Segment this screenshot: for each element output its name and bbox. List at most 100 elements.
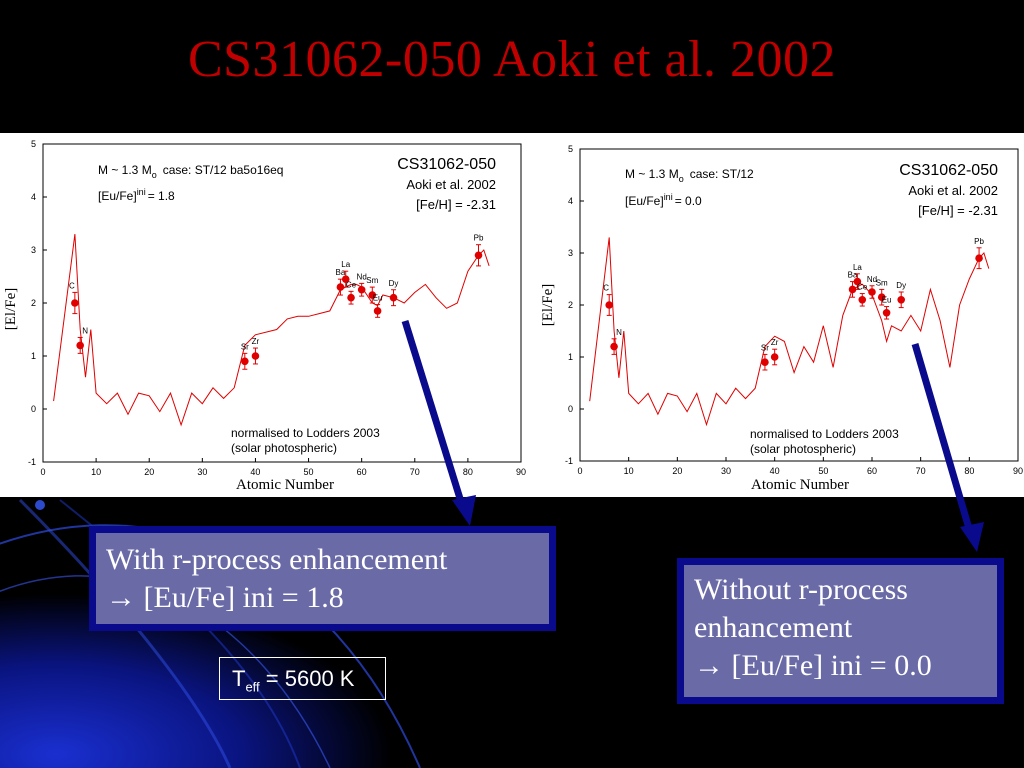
feh-text: [Fe/H] = -2.31 — [918, 203, 998, 218]
element-label: Sm — [876, 278, 888, 287]
x-tick-label: 20 — [672, 466, 682, 476]
chart-left: 0 10 20 30 40 50 60 70 80 90 -1 0 1 2 3 4 5 [El/Fe] Atom… — [3, 139, 526, 493]
y-tick-label: 0 — [568, 404, 573, 414]
x-tick-label: 0 — [40, 467, 45, 477]
star-name: CS31062-050 — [397, 156, 496, 173]
obs-point-ba — [336, 283, 345, 291]
y-tick-label: -1 — [28, 457, 36, 467]
element-label: Pb — [974, 237, 984, 246]
x-tick-label: 60 — [357, 467, 367, 477]
element-label: Sr — [241, 342, 249, 351]
obs-point-la — [853, 277, 862, 286]
element-label: Sm — [366, 276, 378, 285]
obs-point-dy — [389, 293, 398, 302]
y-tick-label: 2 — [31, 298, 36, 308]
y-axis-label: [El/Fe] — [540, 284, 556, 327]
y-tick-label: 5 — [31, 139, 36, 149]
chart-panel-left: 0 10 20 30 40 50 60 70 80 90 -1 0 1 2 3 4 5 [El/Fe] Atom… — [0, 133, 537, 497]
x-tick-label: 30 — [721, 466, 731, 476]
element-label: Eu — [373, 294, 383, 303]
x-tick-label: 50 — [304, 467, 314, 477]
obs-point-zr — [770, 353, 779, 361]
obs-point-ce — [347, 293, 355, 302]
element-label: Zr — [771, 338, 779, 347]
element-label: Eu — [882, 296, 892, 305]
x-axis-label: Atomic Number — [751, 477, 849, 493]
callout-without-r-process: Without r-process enhancement → [Eu/Fe] … — [677, 558, 1004, 704]
obs-point-eu — [882, 309, 891, 317]
element-label: Dy — [389, 279, 399, 288]
y-tick-label: 5 — [568, 144, 573, 154]
obs-point-pb — [975, 254, 983, 262]
normalisation-subtext: (solar photospheric) — [231, 441, 337, 455]
element-label: Ba — [848, 271, 858, 280]
callout-line: Without r-process — [694, 573, 908, 606]
obs-point-sm — [368, 291, 377, 299]
y-tick-label: 4 — [568, 196, 573, 206]
x-tick-label: 60 — [867, 466, 877, 476]
y-tick-label: 0 — [31, 404, 36, 414]
obs-point-nd — [357, 285, 366, 294]
obs-point-ce — [858, 296, 867, 304]
x-tick-label: 10 — [624, 466, 634, 476]
element-label: N — [616, 328, 622, 337]
x-tick-label: 40 — [770, 466, 780, 476]
y-tick-label: 2 — [568, 300, 573, 310]
x-tick-label: 90 — [516, 467, 526, 477]
obs-point-zr — [251, 352, 260, 360]
obs-point-sr — [241, 357, 249, 366]
element-label: Ba — [336, 268, 346, 277]
reference-text: Aoki et al. 2002 — [908, 183, 998, 198]
y-tick-label: -1 — [565, 456, 573, 466]
x-tick-label: 80 — [463, 467, 473, 477]
x-tick-label: 30 — [197, 467, 207, 477]
x-tick-label: 10 — [91, 467, 101, 477]
teff-label: Teff = 5600 K — [219, 657, 386, 700]
element-label: La — [853, 263, 862, 272]
element-label: N — [82, 326, 88, 335]
obs-point-n — [76, 341, 84, 350]
x-axis-label: Atomic Number — [236, 477, 334, 493]
element-label: Nd — [357, 272, 367, 281]
y-tick-label: 1 — [568, 352, 573, 362]
model-mass-text: M ~ 1.3 Mo case: ST/12 — [625, 167, 754, 184]
y-tick-label: 1 — [31, 351, 36, 361]
obs-point-c — [71, 299, 79, 307]
element-label: Sr — [761, 343, 769, 352]
obs-point-sr — [761, 358, 769, 366]
element-label: Pb — [474, 234, 484, 243]
obs-point-eu — [373, 307, 382, 315]
y-tick-label: 3 — [568, 248, 573, 258]
callout-line: With r-process enhancement — [106, 543, 448, 576]
feh-text: [Fe/H] = -2.31 — [416, 197, 496, 212]
normalisation-text: normalised to Lodders 2003 — [231, 426, 380, 440]
element-label: Ce — [857, 283, 868, 292]
element-label: Dy — [896, 281, 906, 290]
slide-title: CS31062-050 Aoki et al. 2002 — [187, 31, 837, 88]
element-label: C — [603, 284, 609, 293]
x-tick-label: 80 — [964, 466, 974, 476]
element-label: La — [341, 260, 350, 269]
chart-right: 0 10 20 30 40 50 60 70 80 90 -1 0 1 2 3 4 5 [El/Fe] Atom… — [540, 144, 1023, 493]
normalisation-text: normalised to Lodders 2003 — [750, 427, 899, 441]
element-label: C — [69, 281, 75, 290]
element-label: Nd — [867, 275, 877, 284]
x-tick-label: 70 — [916, 466, 926, 476]
reference-text: Aoki et al. 2002 — [406, 177, 496, 192]
y-tick-label: 4 — [31, 192, 36, 202]
callout-line: enhancement — [694, 611, 853, 644]
x-tick-label: 70 — [410, 467, 420, 477]
obs-point-sm — [877, 293, 886, 301]
model-abundance-line — [589, 237, 990, 427]
x-tick-label: 90 — [1013, 466, 1023, 476]
x-tick-label: 20 — [144, 467, 154, 477]
x-tick-label: 0 — [577, 466, 582, 476]
callout-line: → [Eu/Fe] ini = 1.8 — [106, 581, 344, 614]
star-name: CS31062-050 — [899, 162, 998, 179]
obs-point-pb — [474, 251, 483, 260]
obs-point-n — [610, 342, 618, 351]
y-tick-label: 3 — [31, 245, 36, 255]
obs-point-dy — [897, 296, 905, 304]
element-label: Zr — [252, 337, 260, 346]
